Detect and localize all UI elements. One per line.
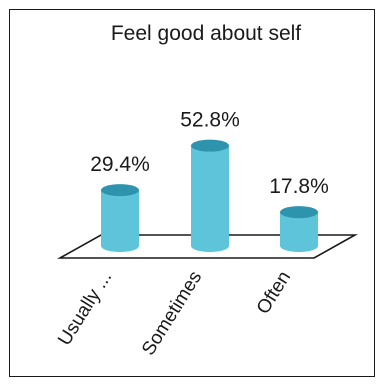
- category-label: Usually ...: [54, 268, 116, 350]
- bar-top: [101, 184, 139, 197]
- bar-body: [280, 212, 318, 252]
- data-label: 52.8%: [180, 109, 240, 132]
- bar-3: [280, 206, 318, 252]
- bar-2: [191, 139, 229, 252]
- bar-body: [101, 190, 139, 252]
- category-label-group: Usually ... Sometimes Often: [54, 268, 295, 360]
- bar-group: [101, 139, 318, 252]
- data-label-group: 29.4% 52.8% 17.8%: [90, 109, 329, 198]
- bar-1: [101, 184, 139, 252]
- bar-top: [280, 206, 318, 219]
- data-label: 17.8%: [269, 175, 329, 198]
- bar-body: [191, 145, 229, 252]
- bar-top: [191, 139, 229, 152]
- chart-title: Feel good about self: [111, 22, 301, 45]
- category-label: Often: [253, 268, 295, 319]
- category-label: Sometimes: [138, 268, 206, 360]
- data-label: 29.4%: [90, 153, 150, 176]
